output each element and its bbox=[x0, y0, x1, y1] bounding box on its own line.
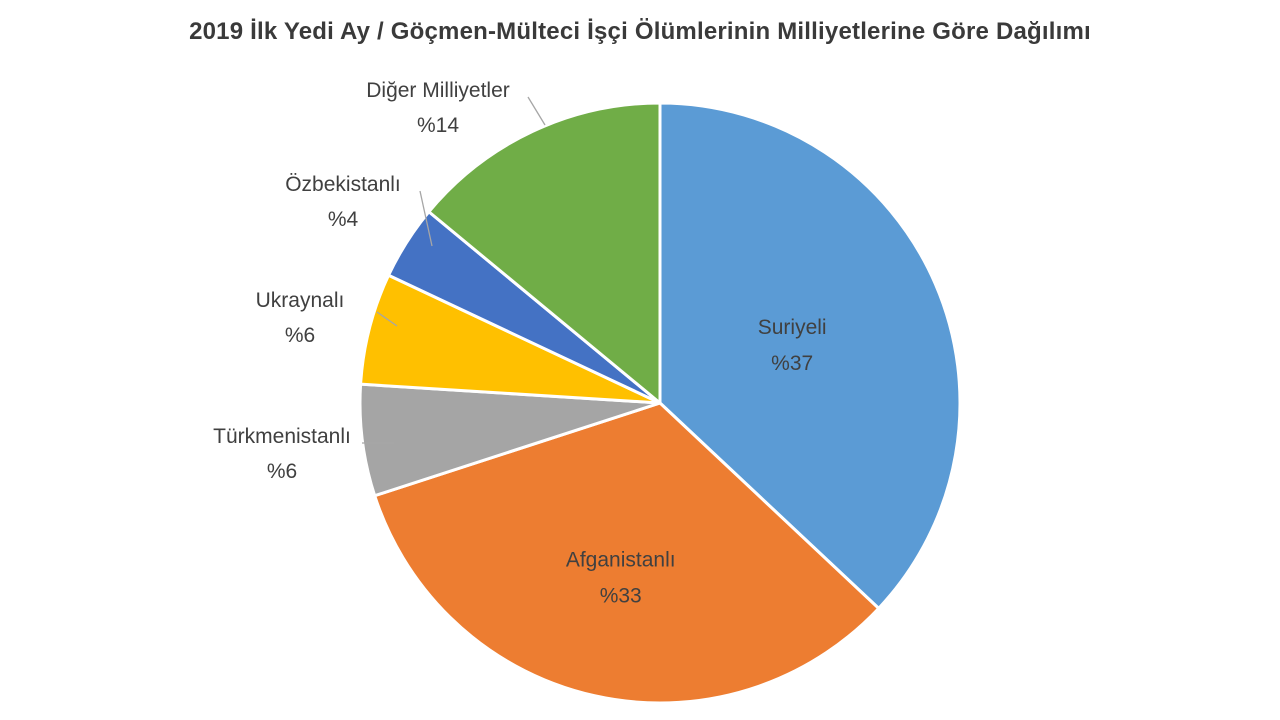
chart-title: 2019 İlk Yedi Ay / Göçmen-Mülteci İşçi Ö… bbox=[189, 18, 1091, 45]
slice-percent-diger-milliyetler: %14 bbox=[417, 114, 459, 137]
leader-line-ukraynali bbox=[376, 311, 398, 327]
slice-percent-afganistanli: %33 bbox=[600, 585, 642, 608]
leader-line-diger-milliyetler bbox=[527, 96, 546, 126]
slice-name-suriyeli: Suriyeli bbox=[758, 316, 827, 339]
leader-line-ozbekistanli bbox=[419, 190, 433, 247]
pie-slice-suriyeli bbox=[658, 101, 962, 610]
slice-name-diger-milliyetler: Diğer Milliyetler bbox=[366, 79, 510, 102]
slice-name-afganistanli: Afganistanlı bbox=[566, 549, 676, 572]
slice-name-ukraynali: Ukraynalı bbox=[256, 289, 345, 312]
slice-percent-turkmenistanli: %6 bbox=[267, 460, 297, 483]
slice-name-turkmenistanli: Türkmenistanlı bbox=[213, 425, 351, 448]
slice-percent-suriyeli: %37 bbox=[771, 352, 813, 375]
slice-name-ozbekistanli: Özbekistanlı bbox=[285, 173, 401, 196]
slice-percent-ukraynali: %6 bbox=[285, 324, 315, 347]
pie-slice-diger-milliyetler bbox=[427, 101, 662, 405]
pie-slice-afganistanli bbox=[373, 401, 881, 705]
slice-percent-ozbekistanli: %4 bbox=[328, 208, 359, 231]
